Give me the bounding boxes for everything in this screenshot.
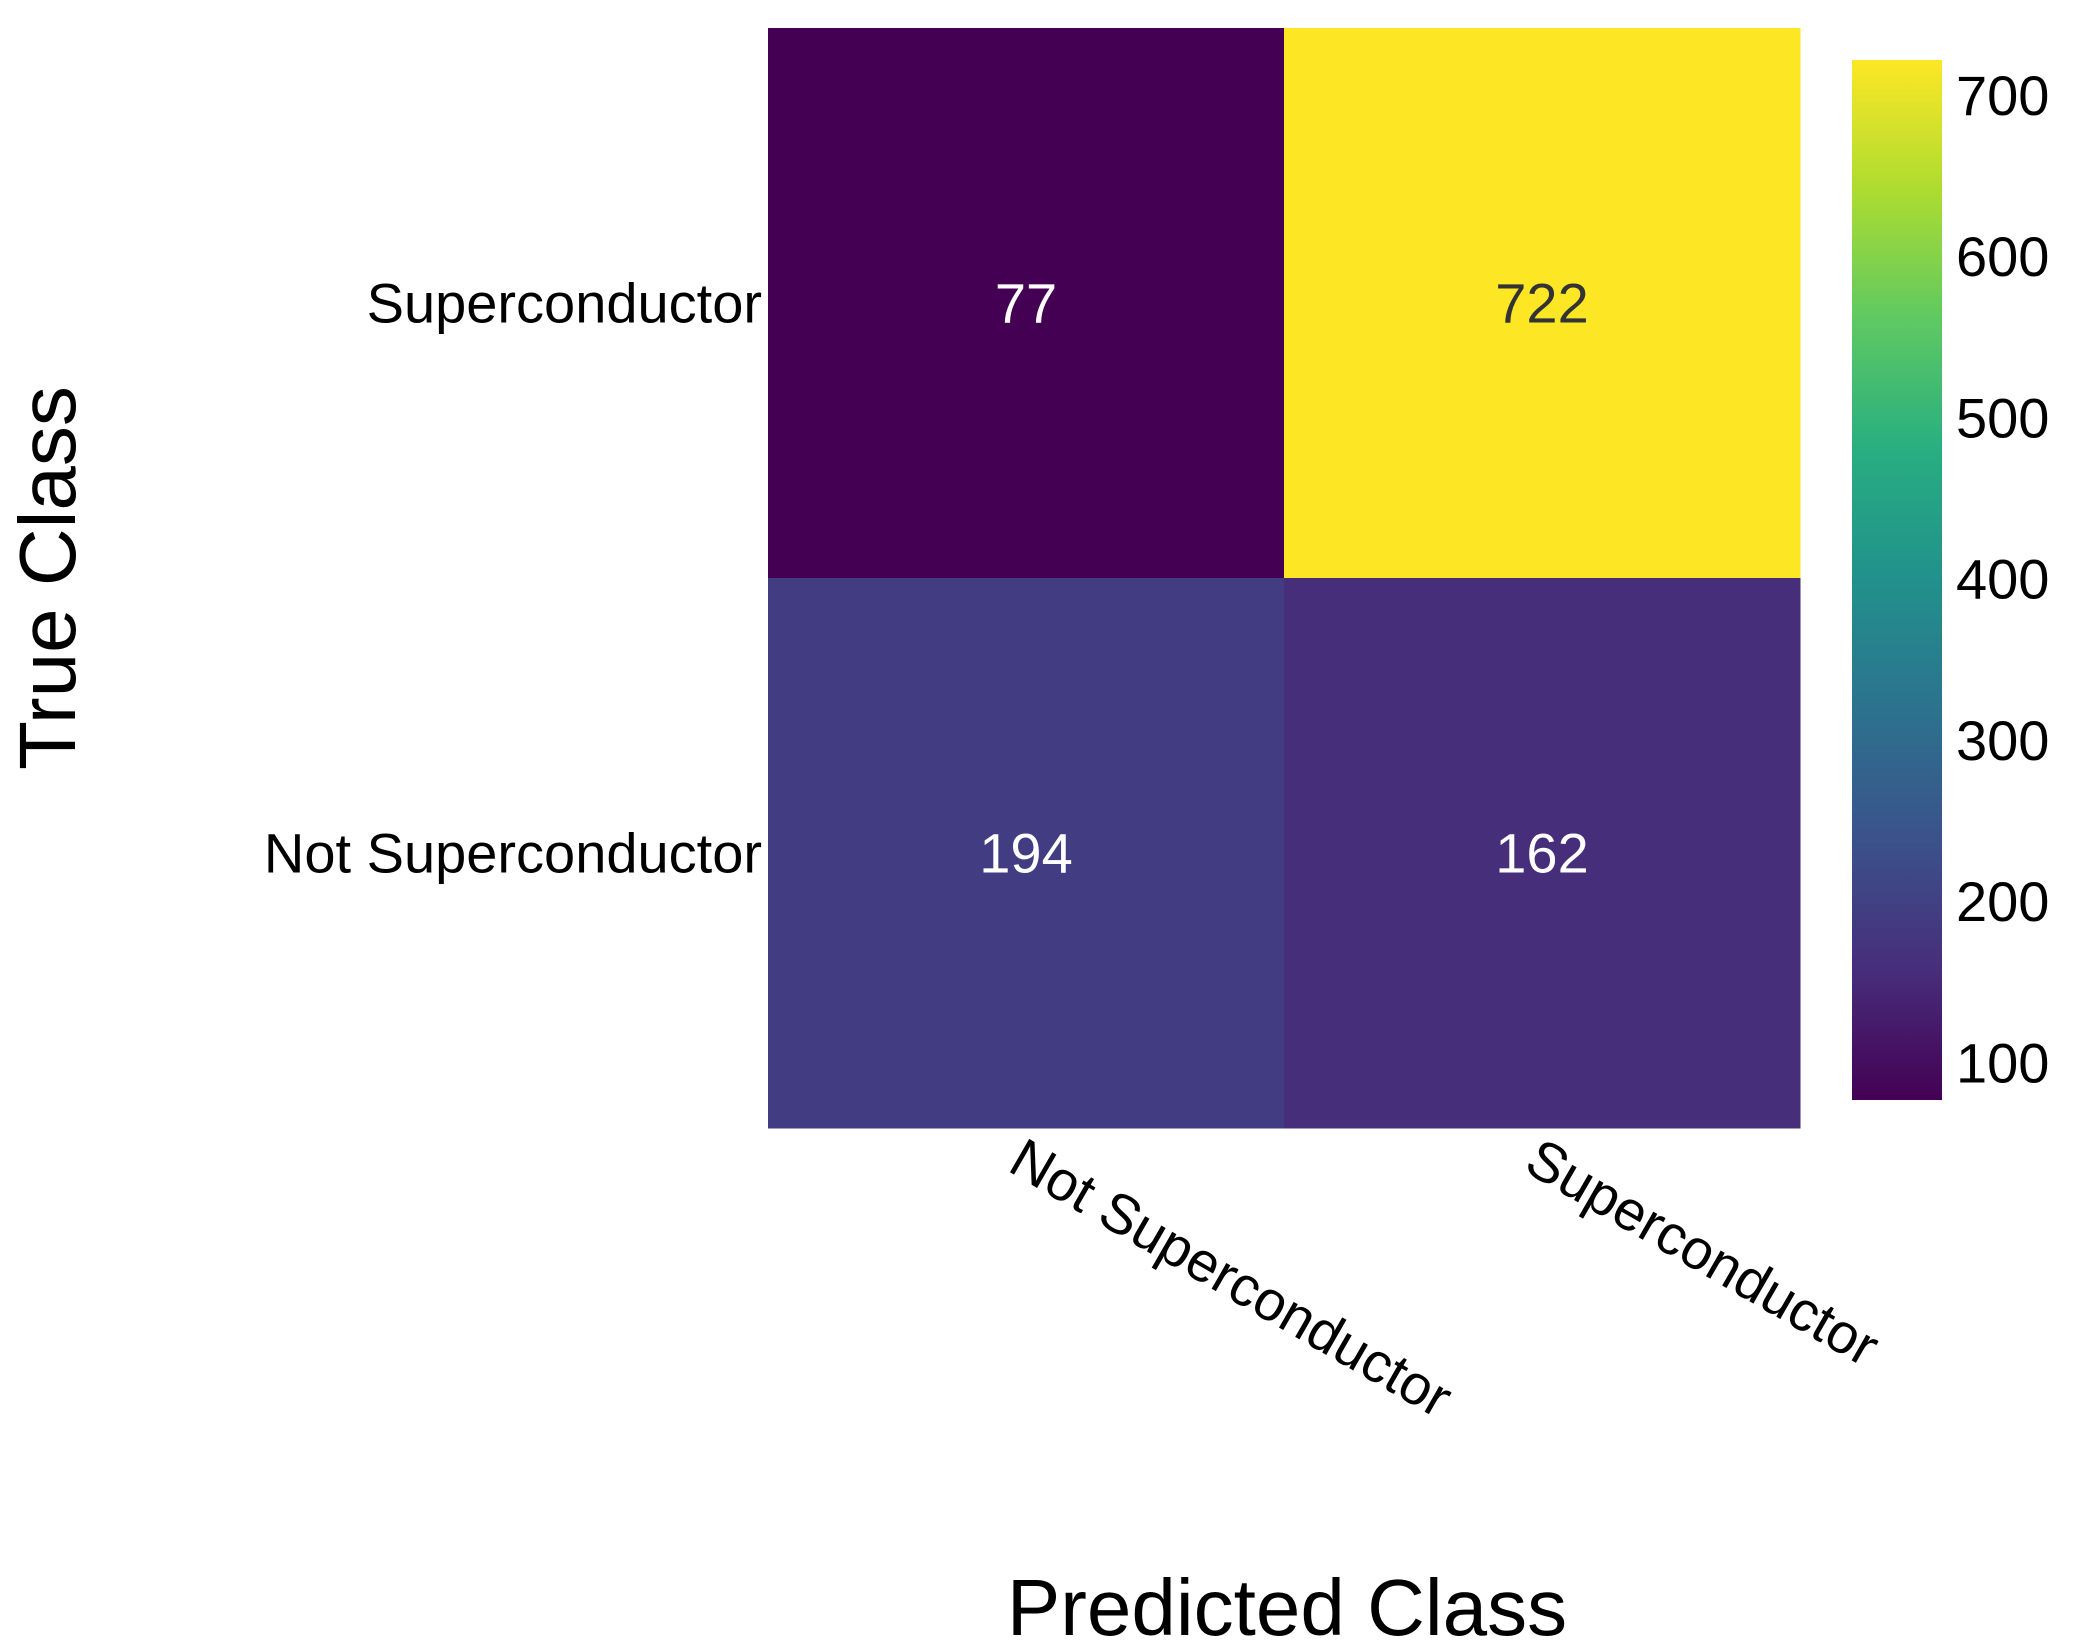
cell-value-label: 162 bbox=[1495, 822, 1588, 885]
colorbar-tick-label: 700 bbox=[1956, 64, 2049, 127]
heatmap-cell bbox=[1284, 578, 1801, 1129]
colorbar-tick-label: 200 bbox=[1956, 870, 2049, 933]
y-axis-tick-labels: Superconductor Not Superconductor bbox=[264, 272, 762, 885]
cell-value-label: 722 bbox=[1495, 272, 1588, 335]
cell-value-label: 77 bbox=[995, 272, 1057, 335]
colorbar bbox=[1852, 60, 1942, 1100]
heatmap-cell bbox=[768, 28, 1285, 579]
colorbar-tick-labels: 100 200 300 400 500 600 700 bbox=[1956, 64, 2049, 1094]
x-tick-label: Superconductor bbox=[1516, 1126, 1890, 1378]
x-axis-title: Predicted Class bbox=[1007, 1563, 1567, 1650]
y-axis-title: True Class bbox=[3, 386, 92, 770]
colorbar-tick-label: 400 bbox=[1956, 548, 2049, 611]
heatmap-cells bbox=[768, 28, 1801, 1129]
colorbar-tick-label: 300 bbox=[1956, 709, 2049, 772]
x-tick-label: Not Superconductor bbox=[1000, 1126, 1463, 1430]
y-tick-label: Not Superconductor bbox=[264, 822, 762, 885]
colorbar-tick-label: 600 bbox=[1956, 225, 2049, 288]
cell-value-label: 194 bbox=[979, 822, 1072, 885]
heatmap-cell bbox=[1284, 28, 1801, 579]
colorbar-tick-label: 500 bbox=[1956, 386, 2049, 449]
heatmap-cell bbox=[768, 578, 1285, 1129]
y-tick-label: Superconductor bbox=[367, 272, 762, 335]
heatmap-cell-labels: 77 722 194 162 bbox=[979, 272, 1588, 885]
x-axis-tick-labels: Not Superconductor Superconductor bbox=[1000, 1126, 1890, 1430]
colorbar-tick-label: 100 bbox=[1956, 1031, 2049, 1094]
